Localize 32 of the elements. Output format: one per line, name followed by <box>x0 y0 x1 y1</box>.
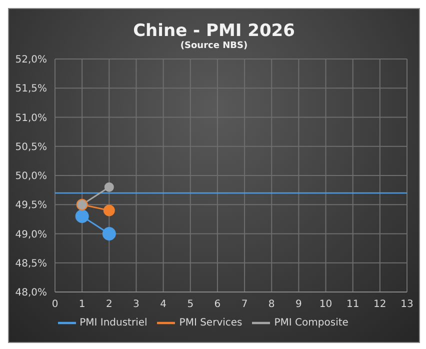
y-tick-label: 50,5% <box>15 142 47 153</box>
y-tick-label: 49,5% <box>15 200 47 212</box>
legend-label: PMI Industriel <box>80 318 148 329</box>
y-tick-label: 48,0% <box>15 288 47 299</box>
x-tick-label: 0 <box>52 299 58 310</box>
x-tick-label: 1 <box>78 299 86 310</box>
x-tick-label: 9 <box>296 299 302 310</box>
y-tick-label: 51,5% <box>15 84 47 95</box>
x-tick-label: 10 <box>319 299 332 310</box>
x-tick-label: 7 <box>241 299 248 310</box>
point <box>104 182 114 192</box>
y-tick-label: 49,0% <box>15 229 47 240</box>
x-tick-label: 2 <box>106 299 112 310</box>
x-tick-label: 5 <box>187 299 194 310</box>
point <box>75 210 89 224</box>
y-tick-label: 50,0% <box>15 171 47 182</box>
y-tick-label: 51,0% <box>15 112 47 124</box>
legend-label: PMI Services <box>179 318 242 329</box>
point <box>102 227 116 240</box>
x-tick-label: 3 <box>133 299 140 310</box>
x-tick-label: 13 <box>400 299 414 310</box>
y-tick-label: 48,5% <box>15 258 47 270</box>
chart-subtitle: (Source NBS) <box>179 41 249 51</box>
y-tick-label: 52,0% <box>15 54 47 66</box>
x-tick-label: 4 <box>160 299 166 310</box>
legend-label: PMI Composite <box>274 318 348 329</box>
x-tick-label: 11 <box>346 299 360 310</box>
x-tick-label: 12 <box>374 299 386 310</box>
x-tick-label: 6 <box>214 299 221 310</box>
x-tick-label: 8 <box>268 299 275 310</box>
point <box>103 204 115 216</box>
chart-title: Chine - PMI 2026 <box>132 21 296 41</box>
